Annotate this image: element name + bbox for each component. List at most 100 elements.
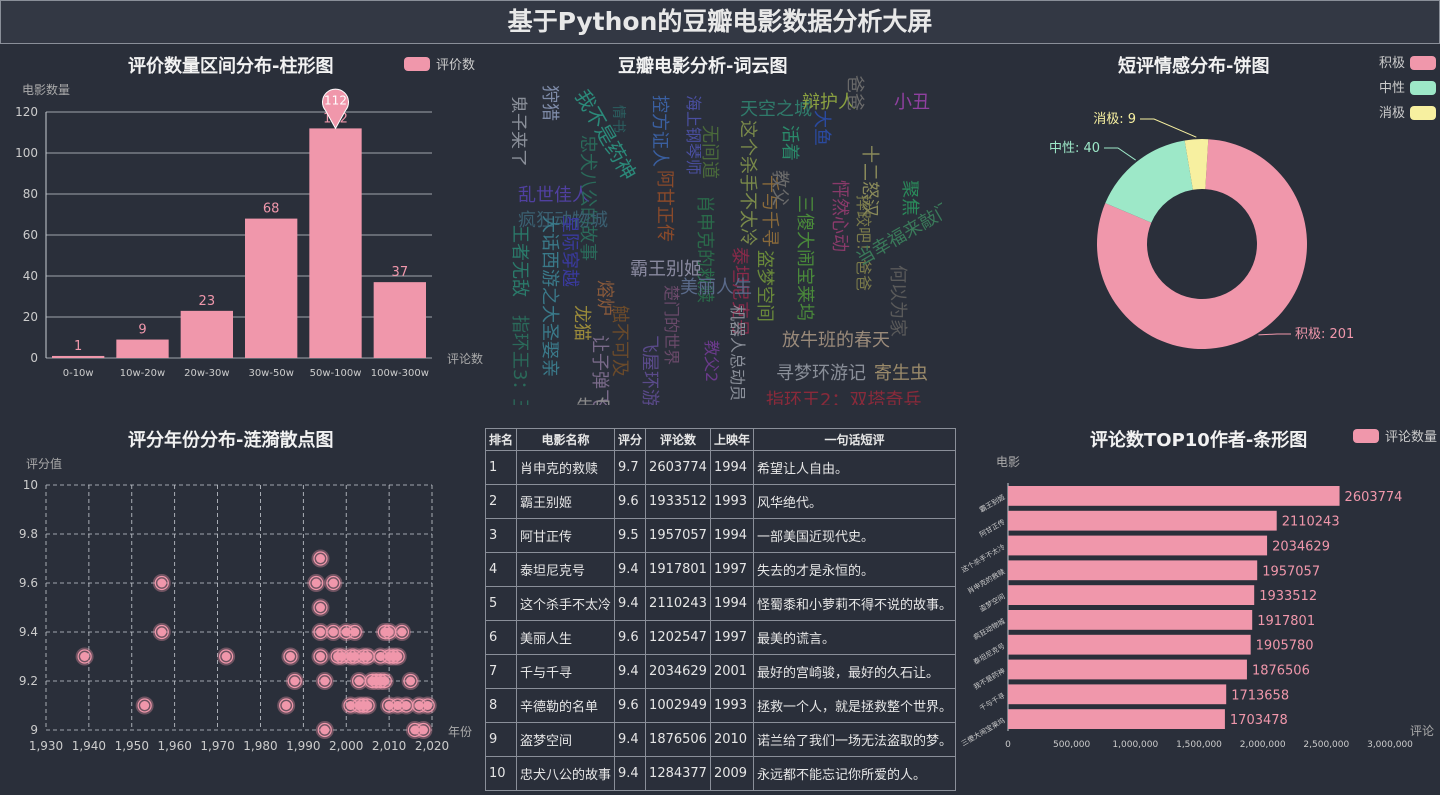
point-dot	[157, 578, 167, 588]
ripple-ring	[313, 551, 328, 566]
point-dot	[418, 725, 428, 735]
word-cloud-word: 爸爸	[844, 75, 865, 111]
table-row[interactable]: 7 千与千寻 9.4 2034629 2001 最好的宫崎骏，最好的久石让。	[484, 654, 956, 689]
point-dot	[350, 627, 360, 637]
word-cloud-word: 盗梦空间	[754, 250, 775, 322]
word-cloud-word: 楚门的世界	[662, 285, 681, 365]
cell-score: 9.6	[614, 620, 647, 655]
word-cloud-word: 让子弹飞	[589, 335, 610, 405]
hbar	[1008, 560, 1258, 581]
cell-count: 1957057	[645, 518, 711, 553]
word-cloud-word: 泰坦尼克号	[729, 247, 750, 337]
table-row[interactable]: 6 美丽人生 9.6 1202547 1997 最美的谎言。	[484, 620, 956, 655]
table-row[interactable]: 8 辛德勒的名单 9.6 1002949 1993 拯救一个人，就是拯救整个世界。	[484, 688, 956, 723]
ripple-ring	[394, 624, 410, 640]
cell-year: 2009	[709, 756, 754, 791]
word-cloud-word: 这个杀手不太冷	[737, 120, 758, 246]
wordcloud-title: 豆瓣电影分析-词云图	[618, 56, 788, 77]
pie-slice	[1105, 140, 1193, 223]
point-dot	[315, 603, 325, 612]
bar-chart-legend[interactable]: 评价数	[404, 54, 475, 73]
table-row[interactable]: 3 阿甘正传 9.5 1957057 1994 一部美国近现代史。	[484, 518, 956, 553]
table-row[interactable]: 9 盗梦空间 9.4 1876506 2010 诺兰给了我们一场无法盗取的梦。	[484, 722, 956, 757]
x-tick-label: 3,000,000	[1367, 740, 1413, 750]
col-score[interactable]: 评分	[614, 428, 647, 451]
bar	[116, 339, 169, 358]
x-tick-label: 2,010	[372, 739, 406, 753]
table-row[interactable]: 10 忠犬八公的故事 9.4 1284377 2009 永远都不能忘记你所爱的人。	[484, 756, 956, 791]
cell-quote: 怪蜀黍和小萝莉不得不说的故事。	[752, 586, 956, 621]
word-cloud-word: 霸王别姬	[630, 259, 702, 280]
cell-title: 肖申克的救赎	[516, 450, 616, 485]
word-cloud-word: 放牛班的春天	[782, 330, 890, 351]
ripple-ring	[416, 722, 431, 738]
point-dot	[315, 652, 325, 661]
x-tick-label: 2,000	[329, 739, 363, 753]
ripple-ring	[309, 575, 324, 591]
x-tick-label: 1,960	[157, 739, 191, 753]
col-count[interactable]: 评论数	[645, 428, 711, 451]
y-tick-label: 千与千寻	[978, 691, 1007, 713]
cell-year: 1994	[709, 586, 754, 621]
scatter-point	[324, 623, 343, 641]
slice-label: 中性: 40	[1049, 141, 1100, 156]
col-title[interactable]: 电影名称	[516, 428, 616, 451]
page-title: 基于Python的豆瓣电影数据分析大屏	[507, 7, 933, 36]
cell-year: 1997	[709, 620, 754, 655]
cell-count: 2110243	[645, 586, 711, 621]
bar-value-label: 23	[199, 294, 216, 309]
point-dot	[221, 652, 231, 661]
word-cloud-word: 海上钢琴师	[684, 95, 703, 175]
scatter-point	[281, 647, 300, 666]
cell-rank: 3	[484, 518, 518, 553]
table-row[interactable]: 2 霸王别姬 9.6 1933512 1993 风华绝代。	[484, 484, 956, 519]
y-tick-label: 肖申克的救赎	[966, 567, 1007, 596]
scatter-point	[324, 574, 343, 592]
scatter-point	[315, 721, 334, 739]
scatter-point	[418, 696, 437, 715]
top-movies-table: 排名 电影名称 评分 评论数 上映年 一句话短评 1 肖申克的救赎 9.7 26037…	[484, 428, 956, 791]
bar-value-label: 37	[392, 265, 409, 280]
x-tick-label: 1,940	[72, 739, 106, 753]
x-tick-label: 1,950	[115, 739, 149, 753]
word-cloud-word: 疯狂动物城	[518, 210, 608, 231]
x-tick-label: 100w-300w	[371, 368, 429, 379]
hbar	[1008, 659, 1247, 680]
cell-count: 1284377	[645, 756, 711, 791]
table-row[interactable]: 5 这个杀手不太冷 9.4 2110243 1994 怪蜀黍和小萝莉不得不说的故事。	[484, 586, 956, 621]
scatter-point	[375, 672, 394, 690]
word-cloud-word: 教父2	[702, 340, 721, 382]
point-dot	[397, 627, 407, 637]
x-tick-label: 50w-100w	[310, 368, 362, 379]
hbar	[1008, 634, 1251, 655]
table-row[interactable]: 1 肖申克的救赎 9.7 2603774 1994 希望让人自由。	[484, 450, 956, 485]
scatter-point	[135, 696, 154, 715]
hbar-value-label: 1703478	[1230, 713, 1288, 728]
y-tick-label: 疯狂动物城	[972, 616, 1007, 641]
pie-slice	[1097, 139, 1307, 349]
cell-count: 2034629	[645, 654, 711, 689]
scatter-point	[392, 623, 411, 641]
cell-rank: 8	[484, 688, 518, 723]
bar	[309, 128, 362, 358]
scatter-point	[380, 623, 399, 641]
hbar-chart-legend[interactable]: 评论数量	[1353, 426, 1437, 445]
word-cloud-word: 聚焦	[899, 180, 920, 216]
cell-title: 阿甘正传	[516, 518, 616, 553]
scatter-point	[285, 672, 304, 690]
scatter-point	[75, 647, 94, 666]
col-year[interactable]: 上映年	[709, 428, 754, 451]
word-cloud-word: 情书	[610, 105, 626, 133]
scatter-point	[311, 598, 330, 617]
cell-title: 霸王别姬	[516, 484, 616, 519]
cell-score: 9.5	[614, 518, 647, 553]
col-quote[interactable]: 一句话短评	[752, 428, 956, 451]
table-row[interactable]: 4 泰坦尼克号 9.4 1917801 1997 失去的才是永恒的。	[484, 552, 956, 587]
col-rank[interactable]: 排名	[484, 428, 518, 451]
scatter-point	[307, 574, 326, 592]
cell-rank: 7	[484, 654, 518, 689]
x-tick-label: 20w-30w	[184, 368, 229, 379]
cell-year: 2001	[709, 654, 754, 689]
point-dot	[393, 652, 403, 661]
